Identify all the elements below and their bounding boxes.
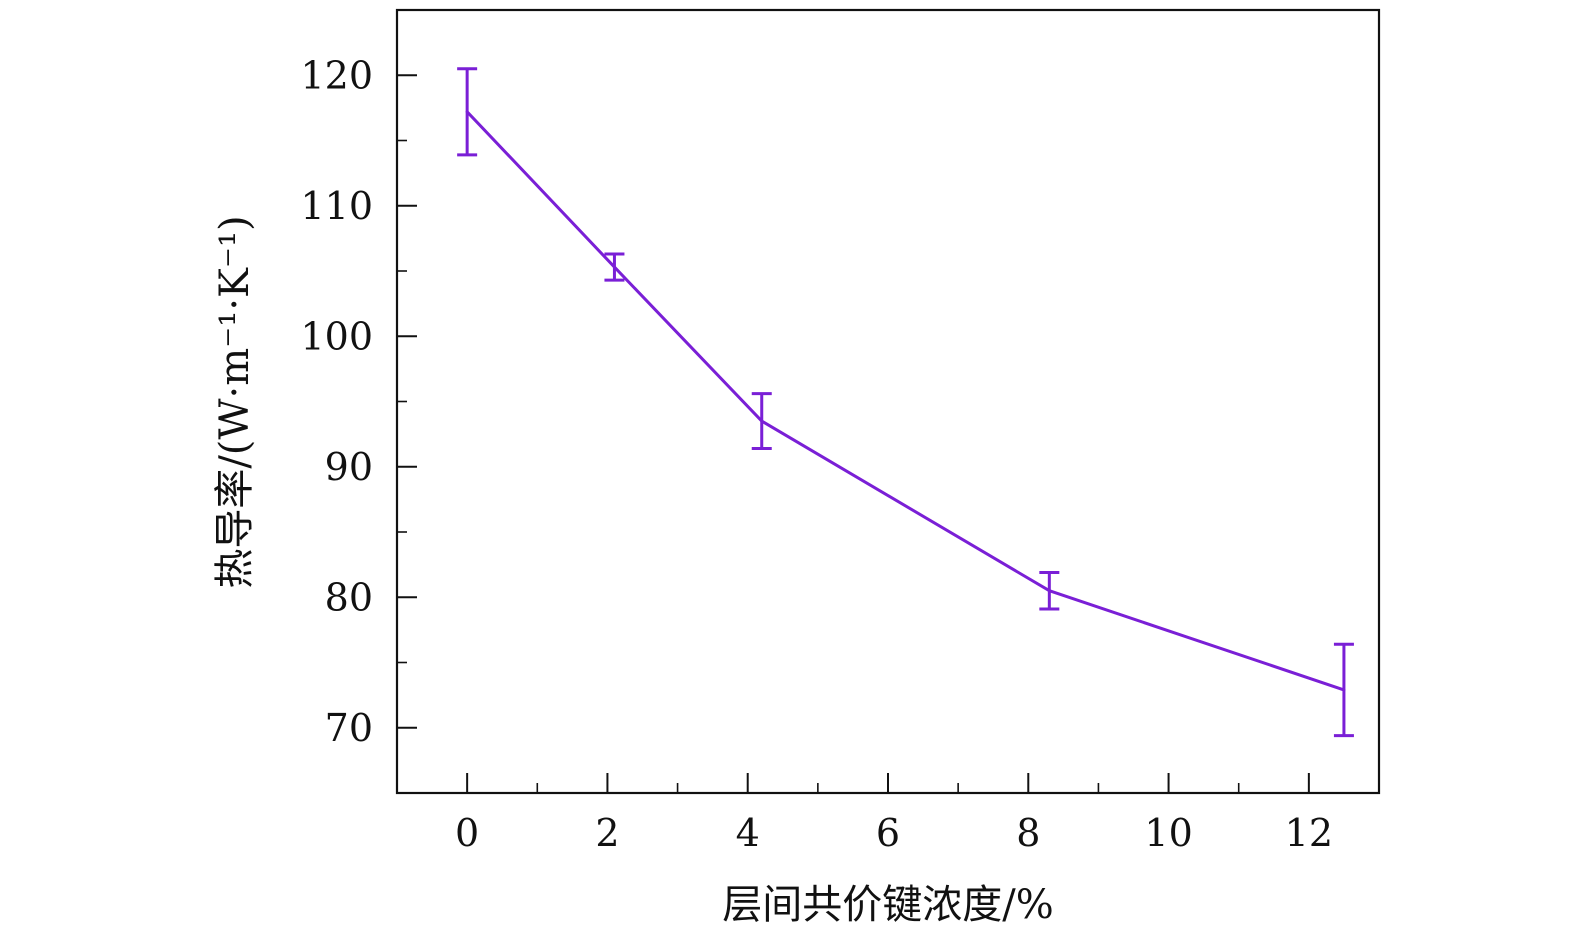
y-axis-tick-labels: 70 80 90 100 110 120 <box>300 53 373 750</box>
y-tick-label: 100 <box>300 314 373 358</box>
series-layer <box>457 67 1354 738</box>
x-tick-label: 6 <box>876 811 900 855</box>
x-tick-label: 8 <box>1016 811 1040 855</box>
error-bar <box>457 67 478 157</box>
error-bar <box>1333 642 1354 738</box>
y-tick-label: 70 <box>325 706 373 750</box>
x-tick-label: 4 <box>736 811 760 855</box>
y-axis-ticks <box>397 9 417 794</box>
plot-frame <box>395 8 1381 795</box>
error-bar <box>604 252 625 282</box>
series-line <box>465 110 1346 692</box>
error-bar <box>751 392 772 450</box>
x-axis-label: 层间共价键浓度/% <box>722 882 1053 928</box>
y-tick-label: 120 <box>300 53 373 97</box>
y-axis-label: 热导率/(W·m⁻¹·K⁻¹) <box>212 215 258 588</box>
x-tick-label: 10 <box>1144 811 1192 855</box>
x-tick-label: 0 <box>455 811 479 855</box>
y-tick-label: 80 <box>325 575 373 619</box>
x-axis-tick-labels: 0 2 4 6 8 10 12 <box>455 811 1333 855</box>
x-axis-ticks <box>396 773 1380 793</box>
y-tick-label: 90 <box>325 445 373 489</box>
x-tick-label: 12 <box>1285 811 1333 855</box>
y-tick-label: 110 <box>300 184 373 228</box>
error-bar <box>1039 570 1060 611</box>
x-tick-label: 2 <box>595 811 619 855</box>
